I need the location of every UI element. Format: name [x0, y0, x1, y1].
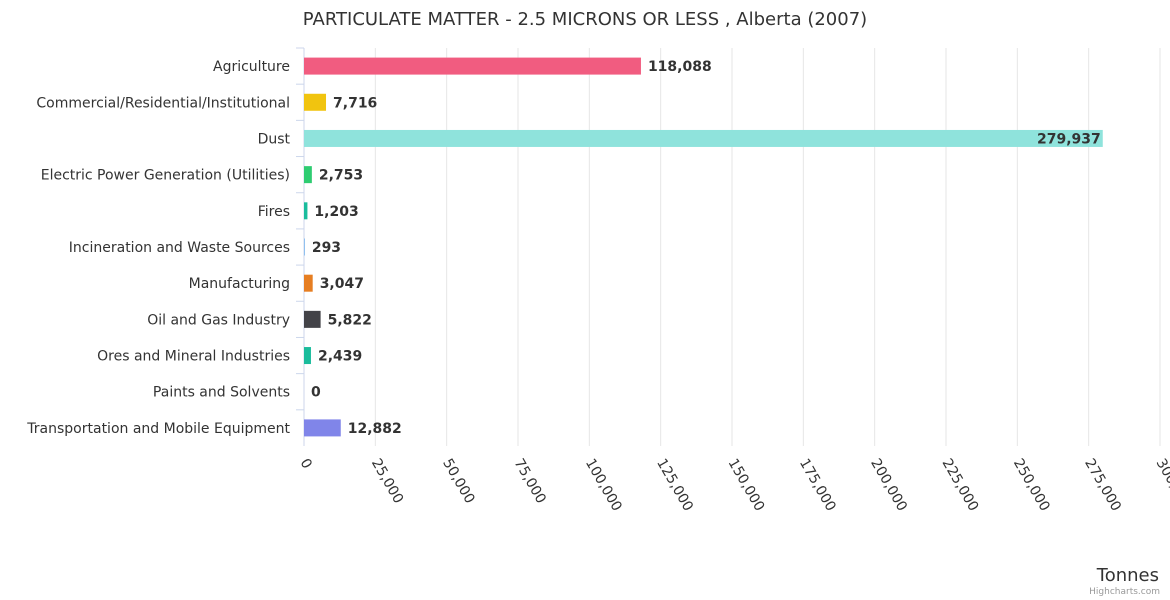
- credits-link[interactable]: Highcharts.com: [1089, 587, 1160, 597]
- x-tick-label: 225,000: [939, 456, 982, 514]
- category-label: Manufacturing: [189, 276, 290, 292]
- x-tick-label: 50,000: [439, 456, 477, 506]
- category-label: Paints and Solvents: [153, 385, 290, 401]
- x-tick-label: 25,000: [368, 456, 406, 506]
- data-label: 5,822: [328, 312, 372, 328]
- category-labels: Agriculture Commercial/Residential/Instit…: [26, 59, 290, 437]
- chart-title: PARTICULATE MATTER - 2.5 MICRONS OR LESS…: [303, 9, 867, 30]
- bar[interactable]: [304, 310, 321, 328]
- data-label: 2,753: [319, 168, 363, 184]
- bars: [304, 57, 1103, 437]
- data-label: 118,088: [648, 59, 712, 75]
- x-tick-label: 125,000: [653, 456, 696, 514]
- x-axis-title: Tonnes: [1096, 565, 1159, 586]
- bar[interactable]: [304, 274, 313, 292]
- category-label: Transportation and Mobile Equipment: [26, 421, 290, 437]
- data-label: 12,882: [348, 421, 402, 437]
- category-label: Oil and Gas Industry: [147, 312, 290, 328]
- data-label: 279,937: [1037, 131, 1101, 147]
- bar[interactable]: [304, 93, 327, 111]
- category-label: Incineration and Waste Sources: [69, 240, 290, 256]
- value-labels: 118,088 7,716 279,937 2,753 1,203 293 3,047 5,8…: [311, 59, 1101, 437]
- data-label: 7,716: [333, 95, 377, 111]
- bar[interactable]: [304, 238, 305, 256]
- data-label: 1,203: [314, 204, 358, 220]
- data-label: 3,047: [320, 276, 364, 292]
- x-axis-ticks: 0 25,000 50,000 75,000 100,000 125,000 150,000…: [297, 456, 1170, 514]
- category-label: Ores and Mineral Industries: [97, 349, 290, 365]
- category-label: Commercial/Residential/Institutional: [36, 95, 290, 111]
- x-tick-label: 75,000: [511, 456, 549, 506]
- x-tick-label: 175,000: [796, 456, 839, 514]
- category-label: Dust: [258, 131, 291, 147]
- x-tick-label: 150,000: [725, 456, 768, 514]
- bar[interactable]: [304, 166, 312, 184]
- bar[interactable]: [304, 57, 641, 75]
- x-tick-label: 100,000: [582, 456, 625, 514]
- category-label: Agriculture: [213, 59, 290, 75]
- grid-lines: [296, 47, 1161, 446]
- bar[interactable]: [304, 419, 341, 437]
- category-label: Electric Power Generation (Utilities): [41, 168, 290, 184]
- x-tick-label: 250,000: [1010, 456, 1053, 514]
- bar[interactable]: [304, 202, 308, 220]
- category-label: Fires: [258, 204, 290, 220]
- data-label: 293: [312, 240, 341, 256]
- x-tick-label: 0: [297, 456, 315, 472]
- x-tick-label: 200,000: [867, 456, 910, 514]
- bar[interactable]: [304, 129, 1103, 147]
- data-label: 2,439: [318, 349, 362, 365]
- x-tick-label: 275,000: [1081, 456, 1124, 514]
- bar[interactable]: [304, 347, 311, 365]
- data-label: 0: [311, 385, 321, 401]
- x-tick-label: 300,000: [1153, 456, 1170, 514]
